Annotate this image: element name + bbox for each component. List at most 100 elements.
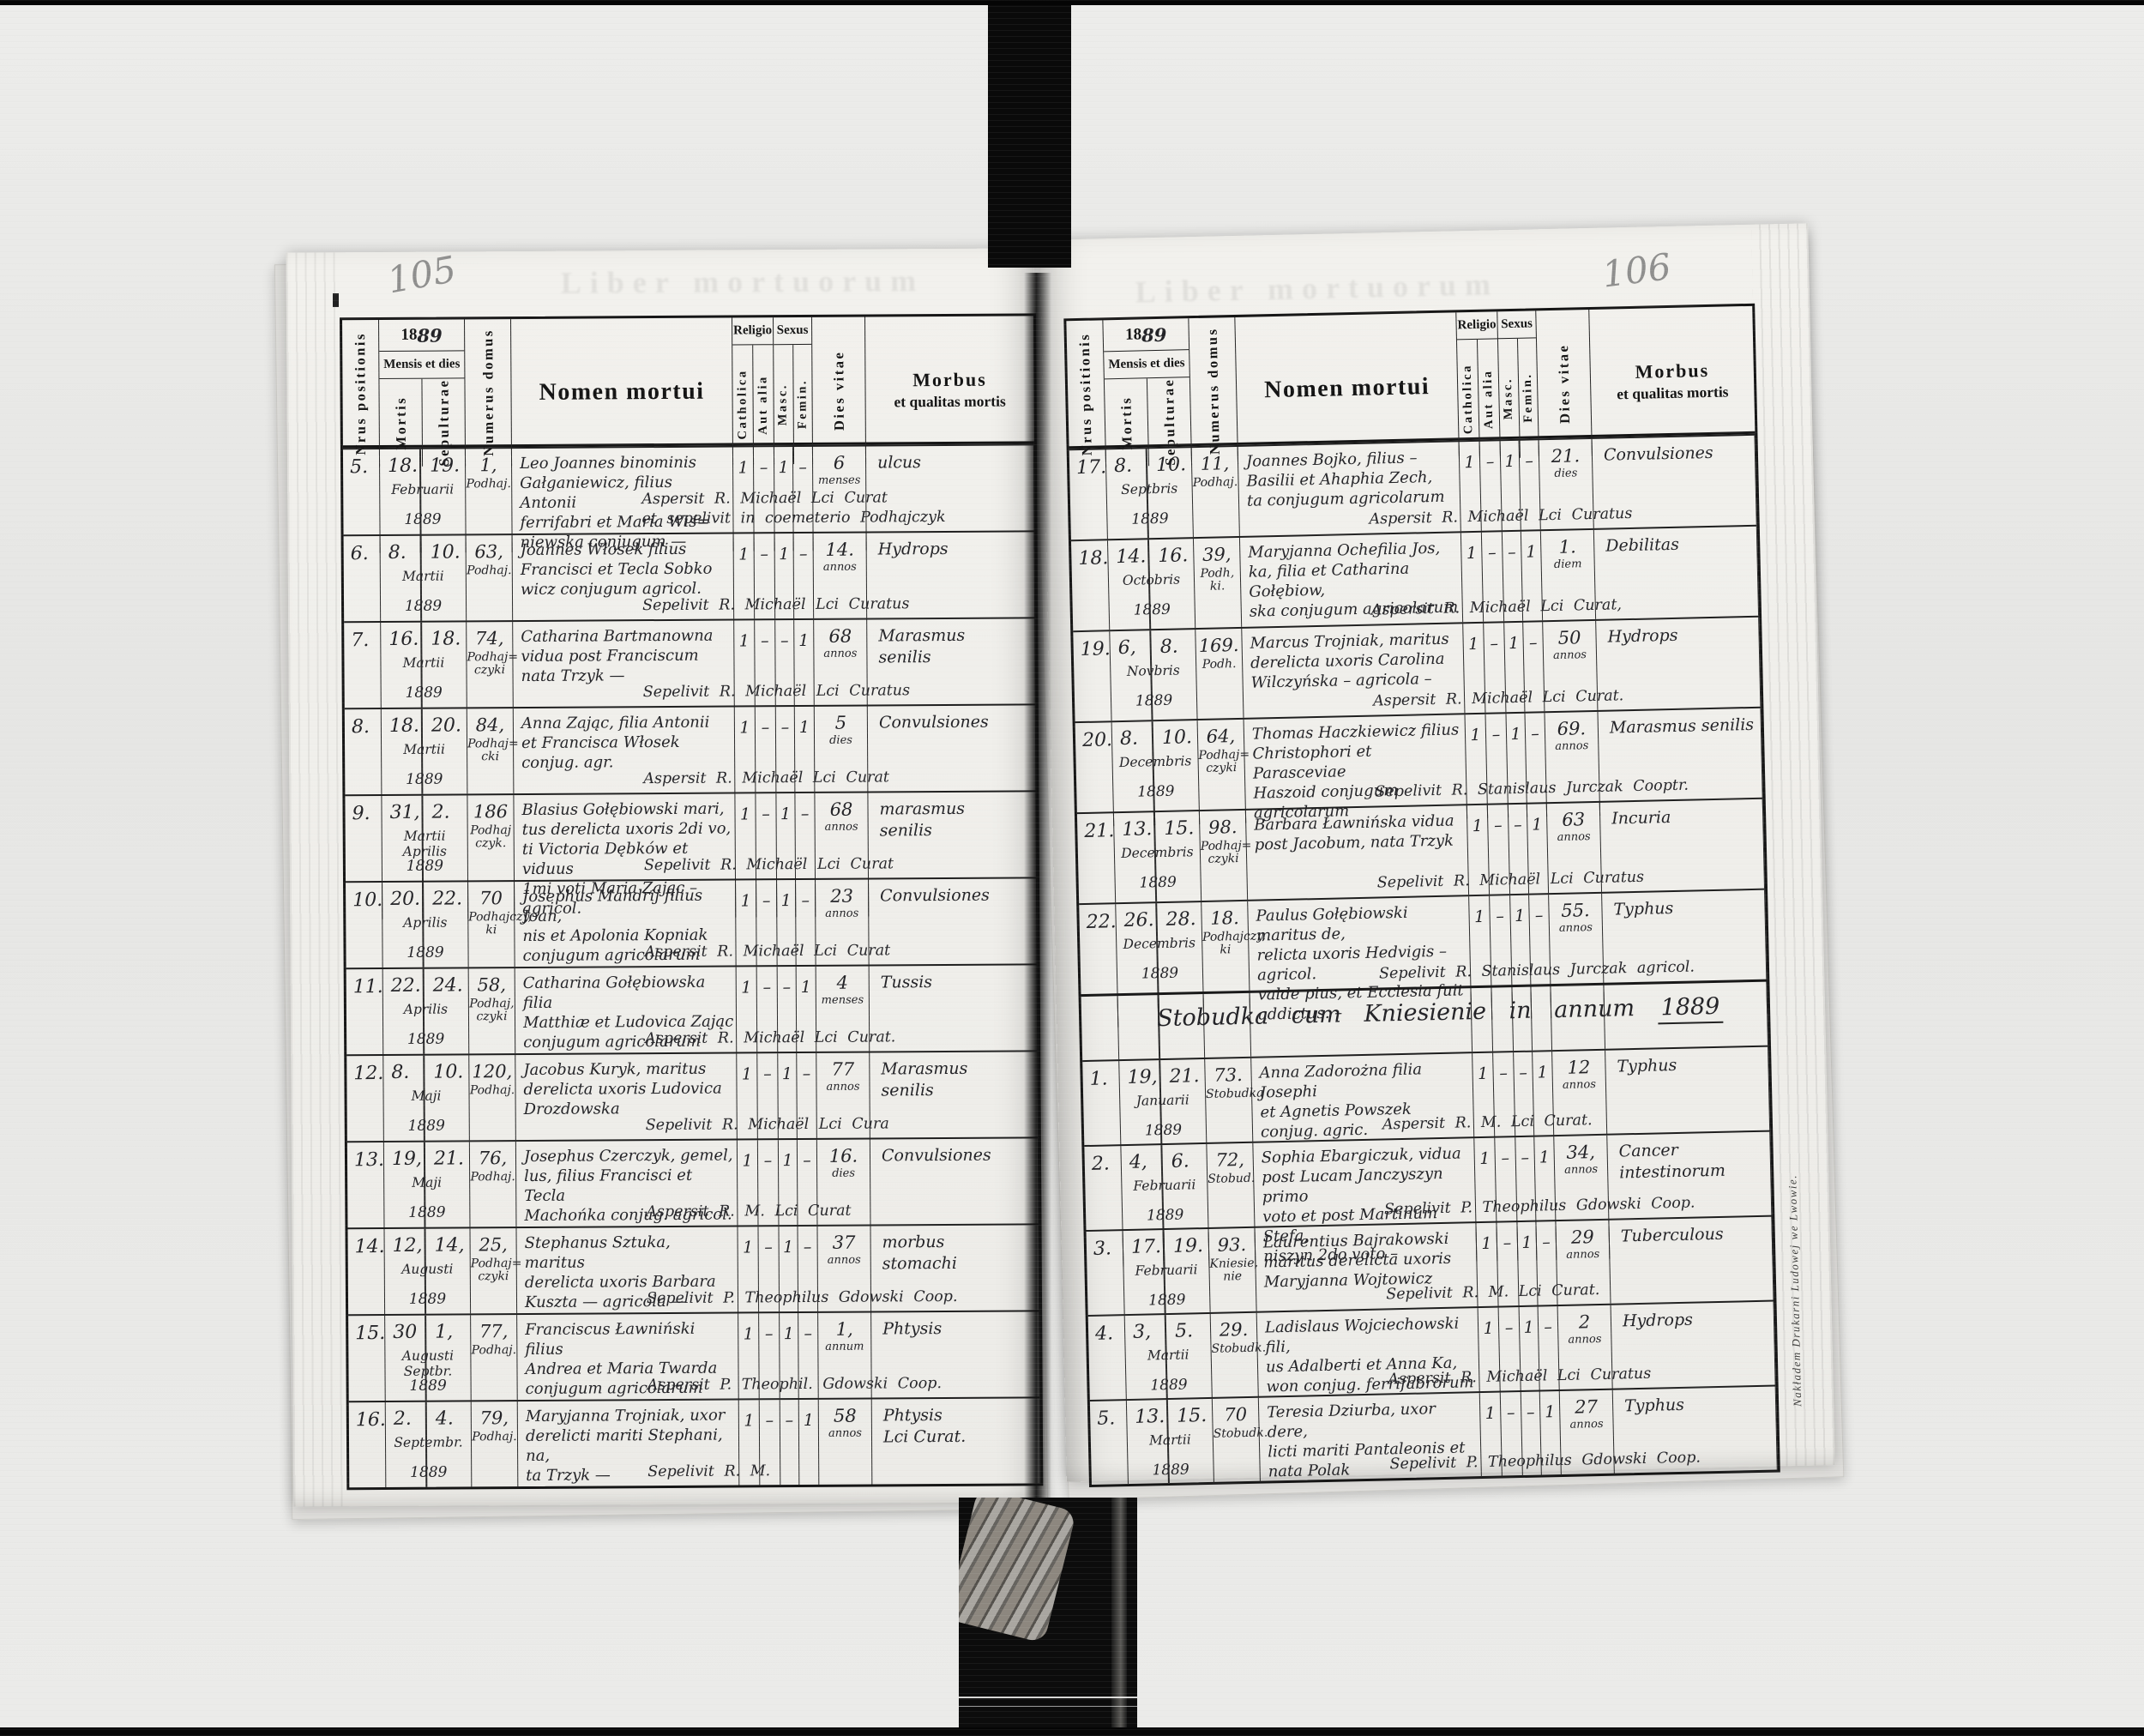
burial-day: 20. [431,714,461,737]
margin-mark [333,293,339,307]
death-day: 6, [1117,636,1136,660]
age-unit: annos [1558,921,1593,935]
death-day: 22. [390,974,421,997]
death-year: 1889 [407,1030,445,1048]
cell-entry-number: 3. [1086,1231,1125,1316]
column-header-dies-vitae: Dies vitae [812,316,867,464]
cell-death-burial-dates: 19, 21. Januarii 1889 [1119,1058,1208,1146]
death-day: 30 [393,1321,418,1343]
death-month: Maji [411,1088,442,1104]
death-month: Augusti [401,1261,454,1277]
cell-death-burial-dates: 22. 24. Aprilis 1889 [382,968,470,1054]
table-row: 21. 13. 15. Decembris 1889 98. Podhaj= c… [1076,797,1765,904]
column-header-nomen: Nomen mortui [511,317,734,467]
burial-day: 16. [1158,545,1189,568]
cell-house-number: 84, Podhaj= cki [467,708,519,794]
priest-note: Aspersit R. Michaël Lci Curat et sepeliv… [641,489,946,528]
village-abbrev: Stobud. [1208,1171,1256,1186]
village-abbrev: Podhaj= cki [467,737,519,764]
column-header-dates: 18 89 Mensis et dies Mortis Sepulturae [379,319,467,467]
age-unit: dies [1554,467,1578,480]
cell-death-burial-dates: 8. 10. Martii 1889 [380,535,467,622]
age-unit: annos [1555,739,1589,753]
death-day: 18. [388,714,419,737]
death-day: 13. [1135,1406,1165,1428]
age-unit: annos [822,560,857,574]
column-header-morbus: Morbus et qualitas mortis [894,368,1006,411]
cell-house-number: 70 Podhajczy, ki [468,882,532,967]
death-day: 2. [393,1407,412,1430]
death-day: 8. [391,1061,410,1083]
cell-death-burial-dates: 20. 22. Aprilis 1889 [382,882,469,968]
death-year: 1889 [1147,1291,1186,1310]
death-month: Augusti Septbr. [401,1347,455,1379]
column-header-dates: 18 89 Mensis et dies Mortis Sepulturae [1103,318,1193,467]
binding-edge-highlight [1111,1498,1127,1729]
death-year: 1889 [1131,509,1169,528]
death-month: Aprilis [403,1001,449,1017]
printer-imprint: Nakładem Drukarni Ludowej we Lwowie. [1786,1173,1804,1407]
cell-house-number: 74, Podhaj= czyki [467,622,518,708]
age-unit: menses [817,473,861,487]
priest-note: Sepelivit R. M. [647,1462,771,1481]
cell-house-number: 98. Podhaj= czyki [1199,810,1252,901]
village-abbrev: Podhaj. [471,1343,517,1358]
cell-house-number: 73. Stobudka [1205,1058,1264,1143]
village-abbrev: Podhaj= czyki [1198,747,1250,775]
priest-note: Sepelivit P. Theophilus Gdowski Coop. [646,1287,958,1308]
death-year: 1889 [405,684,443,702]
burial-day: 5. [1174,1320,1194,1342]
table-row: 16. 2. 4. Septembr. 1889 79, Podhaj. Mar… [348,1396,1041,1488]
table-row: 1. 19, 21. Januarii 1889 73. Stobudka An… [1082,1045,1771,1147]
age-unit: annos [1566,1247,1600,1262]
burial-day: 6. [1171,1150,1190,1172]
priest-note: Sepelivit R. Michaël Lci Curatus [642,682,911,702]
death-year: 1889 [404,597,443,615]
death-year: 1889 [1152,1461,1189,1480]
table-row: 9. 31, 2. Martii Aprilis 1889 186 Podhaj… [345,790,1038,920]
page-number-right: 106 [1599,244,1674,296]
death-month: Septbris [1120,480,1178,497]
village-abbrev: Podhaj. [470,1170,515,1184]
village-abbrev: Stobudka [1205,1086,1264,1101]
cell-entry-number: 5. [1089,1401,1129,1486]
section-year: 1889 [1657,992,1724,1025]
table-header-right: Nrus positionis 18 89 Mensis et dies Mort… [1066,305,1756,468]
cell-entry-number: 12. [346,1055,384,1142]
header-mensis-et-dies: Mensis et dies [379,351,465,380]
priest-note: Sepelivit R. Michaël Lci Cura [645,1115,889,1135]
column-header-religio: Religio Catholica Aut alia [1456,311,1501,460]
burial-day: 19. [429,455,461,477]
table-row: 2. 4, 6. Februarii 1889 72, Stobud. Soph… [1084,1130,1774,1271]
age-unit: annos [1563,1163,1599,1177]
register-table-left: Nrus positionis 18 89 Mensis et dies Mort… [340,313,1044,1491]
age-unit: annos [827,1253,861,1267]
table-header-left: Nrus positionis 18 89 Mensis et dies Mort… [342,316,1034,467]
burial-day: 10. [1155,454,1187,477]
cell-death-burial-dates: 14. 16. Octobris 1889 [1107,539,1196,630]
priest-note: Aspersit R. M. Lci Curat [646,1202,852,1221]
death-day: 17. [1130,1236,1162,1258]
priest-note: Aspersit R. Michaël Lci Curat. [645,1028,896,1048]
village-abbrev: Podhajczy, ki [1201,929,1266,957]
age-unit: menses [821,993,864,1007]
cell-house-number: 93. Kniesie, nie [1208,1227,1258,1312]
column-header-domus: Numerus domus [465,319,513,467]
cell-house-number: 29. Stobudk. [1210,1312,1266,1398]
table-row: 7. 16. 18. Martii 1889 74, Podhaj= czyki… [344,617,1036,708]
death-year: 1889 [406,770,443,788]
death-day: 3, [1132,1321,1152,1343]
death-month: Martii [403,741,445,757]
burial-day: 24. [432,974,463,997]
cell-entry-number: 19. [1073,631,1112,722]
death-day: 8. [1119,727,1139,750]
cell-death-burial-dates: 3, 5. Martii 1889 [1124,1313,1213,1401]
left-page: Liber mortuorum 105 Nrus positionis 18 89… [286,248,1044,1507]
burial-day: 10. [1161,726,1193,749]
village-abbrev: Podhaj. [466,477,511,491]
cell-death-burial-dates: 12, 14, Augusti 1889 [384,1228,472,1314]
village-abbrev: Podhaj. [472,1430,517,1444]
cell-house-number: 169. Podh. [1195,628,1244,720]
right-page: Liber mortuorum 106 Nakładem Drukarni Lu… [1039,223,1835,1488]
column-header-sexus: Sexus Masc. Femin. [774,316,814,465]
